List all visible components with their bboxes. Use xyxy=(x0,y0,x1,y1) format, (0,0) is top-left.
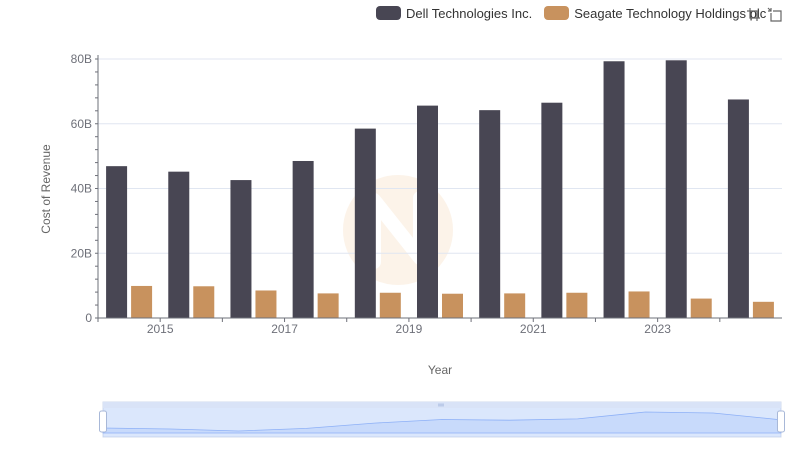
y-tick-label: 80B xyxy=(71,52,92,66)
bar-seagate[interactable] xyxy=(690,298,712,318)
zoom-preview-area xyxy=(102,411,782,434)
legend-item-seagate[interactable]: Seagate Technology Holdings plc xyxy=(544,6,766,21)
x-tick-label: 2019 xyxy=(396,322,423,336)
chart-toolbox xyxy=(746,7,782,22)
legend-label-dell: Dell Technologies Inc. xyxy=(406,5,533,21)
bar-dell[interactable] xyxy=(168,171,190,318)
bar-dell[interactable] xyxy=(417,105,438,319)
x-axis-title: Year xyxy=(428,363,452,377)
zoom-area-icon[interactable] xyxy=(746,7,761,22)
y-axis-title: Cost of Revenue xyxy=(39,144,53,234)
bar-dell[interactable] xyxy=(665,60,687,319)
zoom-drag-grip-icon[interactable] xyxy=(438,403,444,407)
x-tick-label: 2021 xyxy=(520,322,547,336)
y-tick-label: 20B xyxy=(71,246,92,260)
data-zoom-slider[interactable] xyxy=(99,401,785,438)
legend-swatch-seagate xyxy=(544,6,570,20)
x-tick-label: 2015 xyxy=(147,322,174,336)
bars xyxy=(106,60,774,319)
zoom-reset-icon[interactable] xyxy=(767,7,782,22)
bar-seagate[interactable] xyxy=(317,293,339,318)
y-tick-label: 60B xyxy=(71,117,92,131)
x-tick-label: 2023 xyxy=(644,322,671,336)
zoom-handle-left[interactable] xyxy=(99,410,107,433)
bar-dell[interactable] xyxy=(354,128,376,318)
bar-seagate[interactable] xyxy=(504,293,526,318)
bar-seagate[interactable] xyxy=(379,292,401,318)
legend-label-seagate: Seagate Technology Holdings plc xyxy=(574,5,767,21)
y-tick-label: 0 xyxy=(85,311,92,325)
legend-item-dell[interactable]: Dell Technologies Inc. xyxy=(376,6,532,21)
legend-swatch-dell xyxy=(376,6,401,20)
bar-dell[interactable] xyxy=(106,166,128,318)
zoom-top-bar[interactable] xyxy=(103,402,781,408)
zoom-handle-right[interactable] xyxy=(777,410,785,433)
bar-seagate[interactable] xyxy=(628,291,650,318)
bar-dell[interactable] xyxy=(479,110,501,318)
bar-dell[interactable] xyxy=(292,160,314,318)
bar-dell[interactable] xyxy=(603,61,625,319)
bar-dell[interactable] xyxy=(230,180,252,318)
bar-seagate[interactable] xyxy=(193,286,215,318)
axes: 0 20B 40B 60B 80B 2015 2017 2019 2021 2023 xyxy=(71,52,782,336)
bar-seagate[interactable] xyxy=(131,285,153,318)
bar-dell[interactable] xyxy=(541,102,563,318)
bar-seagate[interactable] xyxy=(255,290,277,318)
y-tick-label: 40B xyxy=(71,182,92,196)
bar-seagate[interactable] xyxy=(442,293,463,318)
bar-dell[interactable] xyxy=(727,99,749,318)
chart-legend: Dell Technologies Inc. Seagate Technolog… xyxy=(376,4,778,22)
bar-seagate[interactable] xyxy=(566,292,588,318)
bar-seagate[interactable] xyxy=(752,301,774,318)
x-tick-label: 2017 xyxy=(271,322,298,336)
